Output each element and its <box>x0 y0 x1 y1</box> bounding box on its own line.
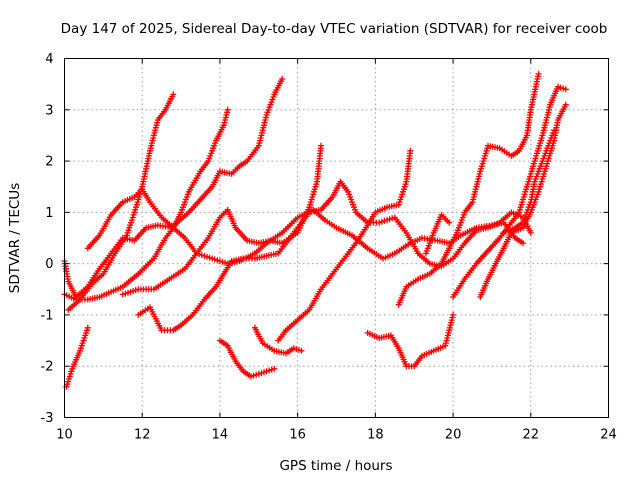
series-sat-d <box>65 91 177 313</box>
x-tick-label: 14 <box>212 428 229 443</box>
series-sat-p <box>500 127 558 236</box>
series-sat-n <box>450 83 569 300</box>
plus-markers <box>395 70 542 308</box>
series-sat-j <box>275 147 414 344</box>
y-tick-label: 1 <box>45 206 53 221</box>
data-series <box>61 70 569 390</box>
series-sat-i <box>251 324 305 357</box>
series-sat-h <box>216 337 278 380</box>
x-tick-label: 12 <box>134 428 151 443</box>
series-line <box>63 78 283 301</box>
y-tick-label: 4 <box>45 52 53 67</box>
y-tick-label: -2 <box>41 360 54 375</box>
chart-title: Day 147 of 2025, Sidereal Day-to-day VTE… <box>61 21 608 37</box>
plus-markers <box>477 101 569 300</box>
x-tick-label: 22 <box>523 428 540 443</box>
plus-markers <box>251 324 305 357</box>
series-sat-l <box>395 70 542 308</box>
plus-markers <box>500 127 558 236</box>
plus-markers <box>364 311 457 370</box>
plus-markers <box>275 147 414 344</box>
plot-frame <box>64 58 609 418</box>
plus-markers <box>63 324 91 390</box>
series-sat-e <box>84 106 231 252</box>
series-line <box>277 150 412 342</box>
series-line <box>452 85 567 298</box>
series-sat-m <box>422 211 453 257</box>
x-tick-label: 24 <box>600 428 617 443</box>
y-tick-label: -1 <box>41 308 54 323</box>
plus-markers <box>422 211 453 257</box>
x-tick-label: 18 <box>367 428 384 443</box>
grid-lines <box>64 58 609 418</box>
series-sat-a <box>63 324 91 390</box>
plus-markers <box>216 337 278 380</box>
plus-markers <box>65 91 177 313</box>
x-axis-label: GPS time / hours <box>279 458 392 474</box>
series-line <box>366 314 454 368</box>
y-tick-label: 0 <box>45 257 53 272</box>
x-tick-label: 20 <box>445 428 462 443</box>
y-tick-label: 2 <box>45 155 53 170</box>
y-tick-label: -3 <box>41 411 54 426</box>
series-line <box>122 144 322 296</box>
series-sat-k <box>364 311 457 370</box>
y-tick-label: 3 <box>45 103 53 118</box>
x-tick-label: 10 <box>56 428 73 443</box>
plus-markers <box>450 83 569 300</box>
y-axis-label: SDTVAR / TECUs <box>7 183 23 293</box>
x-tick-label: 16 <box>289 428 306 443</box>
plus-markers <box>84 106 231 252</box>
